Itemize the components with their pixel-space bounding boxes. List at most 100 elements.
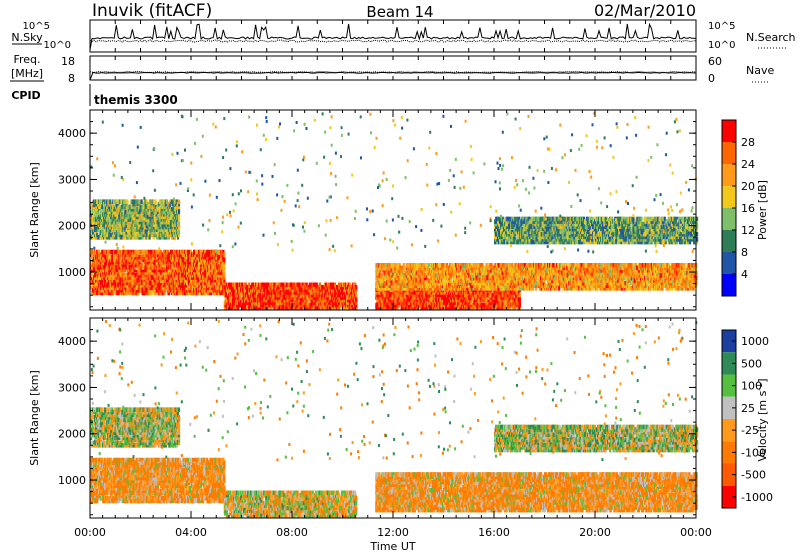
heat-cell [91,265,94,270]
heat-cell [193,260,196,265]
heat-cell [179,280,183,285]
heat-cell [168,285,171,291]
heat-cell [116,288,119,293]
heat-cell [194,282,197,288]
heat-cell [202,272,205,278]
heat-cell [98,257,101,263]
heat-cell [151,270,154,275]
heat-cell [164,277,167,283]
heat-cell [176,285,180,291]
heat-cell [111,262,114,268]
heat-cell [121,285,124,291]
heat-cell [173,249,176,255]
heat-cell [91,280,94,285]
heat-cell [94,257,97,263]
heat-cell [163,288,166,293]
heat-cell [173,280,176,285]
heat-cell [144,275,147,280]
heat-cell [194,267,197,273]
heat-cell [190,249,193,255]
heat-cell [186,280,189,285]
heat-cell [163,275,166,280]
heat-cell [137,280,140,285]
heat-cell [198,262,201,268]
heat-cell [248,282,251,288]
heat-cell [153,282,156,288]
heat-cell [139,270,142,275]
heat-cell [187,257,190,263]
heat-cell [156,288,159,293]
heat-cell [149,280,152,285]
heat-cell [137,290,140,296]
heat-cell [121,275,124,280]
heat-cell [165,267,168,273]
heat-cell [103,290,106,296]
heat-cell [133,257,136,263]
heat-cell [122,282,125,288]
heat-cell [191,265,194,270]
heat-cell [94,280,97,285]
heat-cell [97,270,100,275]
heat-cell [120,277,123,283]
heat-cell [112,290,115,296]
heat-cell [121,270,124,275]
heat-cell [136,260,139,265]
heat-cell [228,297,232,303]
heat-cell [117,290,120,296]
heat-cell [119,270,122,275]
heat-cell [102,282,105,288]
heat-cell [198,260,201,265]
heat-cell [139,285,142,291]
heat-cell [201,285,204,291]
heat-cell [128,265,131,270]
heat-cell [196,267,199,273]
heat-cell [181,272,185,278]
heat-cell [171,277,174,283]
heat-cell [118,267,121,273]
heat-cell [149,262,152,268]
heat-cell [153,262,156,268]
heat-cell [119,260,122,265]
heat-cell [199,282,202,288]
heat-cell [167,252,170,257]
station-title: Inuvik (fitACF) [92,1,212,21]
heat-cell [108,270,111,275]
heat-cell [146,262,149,268]
heat-cell [114,272,117,278]
heat-cell [179,285,183,291]
heat-cell [164,252,167,257]
heat-cell [109,262,112,268]
heat-cell [192,272,195,278]
heat-cell [131,272,134,278]
heat-cell [190,267,193,273]
heat-cell [427,263,430,268]
heat-cell [147,288,150,293]
heat-cell [147,249,150,255]
heat-cell [106,254,109,260]
heat-cell [263,282,266,288]
heat-cell [114,267,117,273]
heat-cell [149,288,152,293]
heat-cell [148,252,151,257]
heat-cell [252,282,255,288]
heat-cell [95,282,98,288]
heat-cell [166,262,169,268]
heat-cell [178,290,182,296]
heat-cell [159,267,162,273]
heat-cell [163,282,166,288]
cpid-label: CPID [11,89,40,102]
heat-cell [108,285,111,291]
heat-cell [191,275,194,280]
heat-cell [113,277,116,283]
heat-cell [103,252,106,257]
heat-cell [180,282,184,288]
date-title: 02/Mar/2010 [594,1,696,20]
heat-cell [179,270,183,275]
freq-left-bottom: 8 [68,72,75,85]
heat-cell [98,249,101,255]
heat-cell [196,254,199,260]
heat-cell [108,249,111,255]
heat-cell [202,290,205,296]
heat-cell [118,265,121,270]
heat-cell [193,252,196,257]
